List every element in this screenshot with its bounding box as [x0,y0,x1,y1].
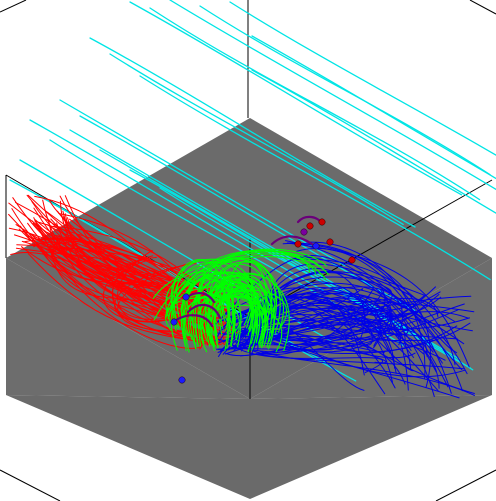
footpoint-marker [170,318,178,326]
box-edge-top-right-corner [469,0,496,15]
green-field-lines [152,248,329,353]
cyan-field-line [251,35,496,180]
green-field-line [194,273,234,345]
blue-field-line [256,329,446,361]
cyan-field-line [149,7,481,201]
purple-loop [186,303,222,320]
green-field-loop [167,248,328,320]
green-field-line [211,272,285,333]
blue-field-loop [282,242,458,354]
blue-field-line [220,292,406,342]
blue-field-loop [306,241,426,379]
red-field-line [27,253,222,345]
cyan-field-line [99,149,460,360]
footpoint-marker [182,293,190,301]
footpoint-marker [318,218,326,226]
cyan-field-line [29,119,330,295]
blue-field-line [216,293,365,376]
box-edge-bottom-right-corner [435,469,496,501]
red-field-line [33,217,204,349]
blue-field-line [224,319,471,354]
red-field-lines [8,194,240,350]
blue-field-line [229,321,425,355]
purple-loop [174,314,214,328]
blue-field-loop [295,247,452,394]
box-edge-top-left-corner [0,0,27,13]
cyan-field-line [139,75,491,281]
green-field-line [218,272,257,336]
purple-loop [270,235,314,246]
floor-bottom-face [6,395,492,499]
floor-front-left-face [6,258,250,399]
footpoint-markers [170,218,356,384]
footpoint-marker [348,256,356,264]
blue-field-line [223,296,468,375]
red-field-line [49,244,218,340]
blue-field-line [255,353,464,370]
green-field-loop [168,250,329,320]
blue-field-loop [285,240,463,370]
blue-field-loop [286,242,431,389]
footpoint-marker [300,228,308,236]
footpoint-marker [306,222,314,230]
footpoint-marker [326,238,334,246]
footpoint-marker [178,376,186,384]
blue-field-line [233,287,412,351]
blue-field-line [239,311,469,357]
blue-field-line [227,303,465,353]
blue-field-line [216,288,386,346]
cyan-field-line [89,37,416,228]
footpoint-marker [312,242,320,250]
cyan-field-line [169,0,496,191]
green-field-line [227,260,267,324]
red-field-line [21,240,197,314]
blue-field-line [256,317,475,394]
green-field-line [170,258,255,323]
red-field-loop [112,259,202,320]
cyan-field-line [229,1,496,156]
box-edge-inner-diag-right [249,179,493,318]
blue-field-loop [291,256,443,364]
footpoint-marker [294,240,302,248]
cyan-field-line [129,1,463,196]
green-field-loop [165,250,327,313]
blue-field-line [232,303,391,341]
red-field-line [64,195,239,312]
cyan-field-line [109,53,404,226]
cyan-field-line [251,69,496,214]
box-edge-bottom-left-corner [0,469,61,501]
green-field-loop [153,253,327,321]
cyan-field-line [199,5,491,176]
red-field-loop [114,262,218,323]
green-field-line [197,296,258,335]
blue-field-line [218,301,475,332]
green-field-line [221,278,269,322]
